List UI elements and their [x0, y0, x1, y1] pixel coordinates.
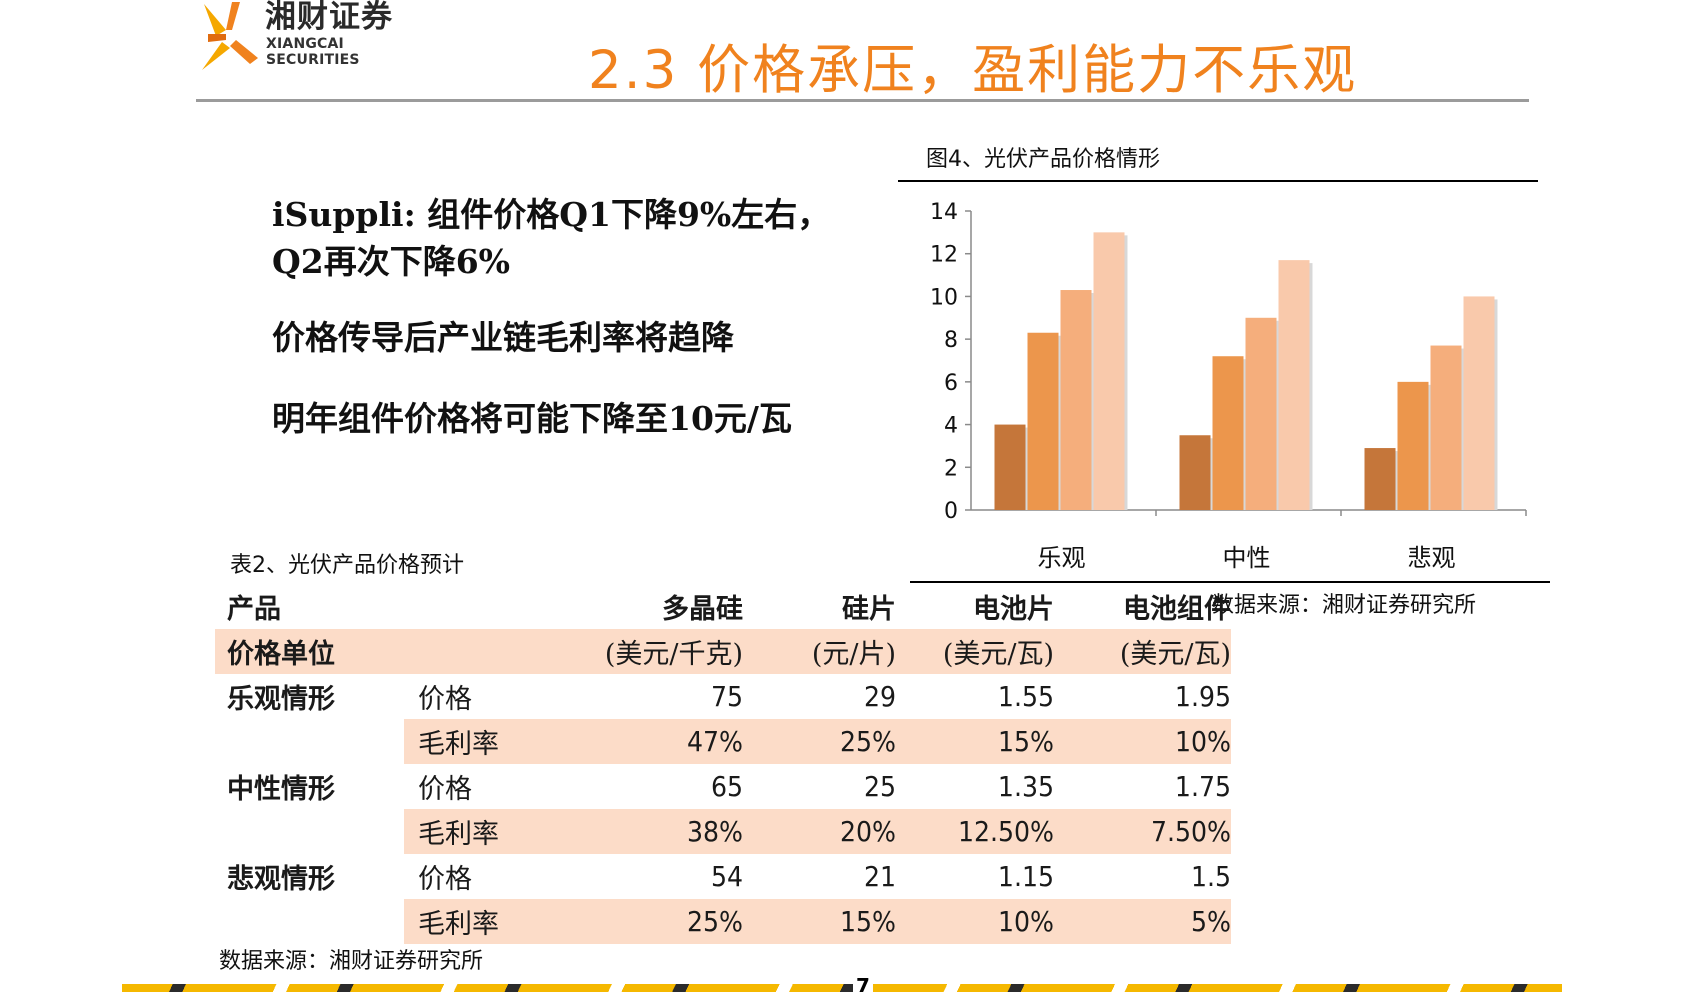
- table-row: 毛利率 38% 20% 12.50% 7.50%: [215, 809, 1231, 854]
- slide-title: 2.3 价格承压，盈利能力不乐观: [588, 40, 1358, 101]
- value-cell: 15%: [755, 899, 900, 944]
- value-cell: 25%: [755, 719, 900, 764]
- value-cell: 1.55: [997, 680, 1054, 713]
- bar: [1278, 260, 1310, 510]
- unit-cell: (元/片): [755, 629, 900, 674]
- price-forecast-table: 产品 多晶硅 硅片 电池片 电池组件 价格单位 (美元/千克) (元/片) (美…: [215, 584, 1231, 944]
- value-cell: 25%: [558, 899, 755, 944]
- y-tick-label: 10: [930, 285, 958, 310]
- scenario-cell: 乐观情形: [227, 684, 335, 715]
- metric-cell: 毛利率: [404, 719, 558, 764]
- value-cell: 7.50%: [1064, 809, 1231, 854]
- header-cell: 多晶硅: [662, 594, 743, 625]
- page-number: 7: [853, 977, 873, 992]
- unit-cell: 价格单位: [215, 629, 404, 674]
- unit-cell: (美元/瓦): [1064, 629, 1231, 674]
- figure-top-rule: [898, 180, 1538, 182]
- value-cell: 1.75: [1174, 770, 1231, 803]
- header-cell: 电池组件: [1123, 594, 1231, 625]
- bar: [1060, 290, 1092, 510]
- value-cell: 1.35: [997, 770, 1054, 803]
- footer-stripe-band: [122, 984, 1562, 992]
- metric-cell: 价格: [418, 684, 472, 715]
- scenario-cell: 悲观情形: [227, 864, 335, 895]
- price-bar-chart: 0 2 4 6 8 10 12 14 乐观 中性 悲观: [930, 200, 1527, 572]
- value-cell: 1.95: [1174, 680, 1231, 713]
- bar: [1093, 232, 1125, 510]
- x-category-label: 乐观: [1038, 544, 1086, 572]
- table-caption: 表2、光伏产品价格预计: [230, 553, 464, 578]
- metric-cell: 价格: [418, 774, 472, 805]
- y-tick-label: 8: [944, 328, 958, 353]
- bar: [1212, 356, 1244, 510]
- value-cell: 1.15: [997, 860, 1054, 893]
- company-logo: 湘财证券 XIANGCAI SECURITIES: [196, 0, 436, 74]
- table-row: 中性情形 价格 65 25 1.35 1.75: [215, 764, 1231, 809]
- bullet-line-2: 价格传导后产业链毛利率将趋降: [272, 318, 734, 357]
- bar: [1430, 345, 1462, 510]
- value-cell: 1.5: [1190, 860, 1231, 893]
- table-units-row: 价格单位 (美元/千克) (元/片) (美元/瓦) (美元/瓦): [215, 629, 1231, 674]
- bar: [1463, 296, 1495, 510]
- bullet-line-1b: Q2再次下降6%: [272, 242, 511, 281]
- value-cell: 12.50%: [900, 809, 1064, 854]
- table-row: 悲观情形 价格 54 21 1.15 1.5: [215, 854, 1231, 899]
- table-row: 乐观情形 价格 75 29 1.55 1.95: [215, 674, 1231, 719]
- value-cell: 20%: [755, 809, 900, 854]
- bar: [1364, 448, 1396, 510]
- unit-cell: (美元/瓦): [900, 629, 1064, 674]
- value-cell: 75: [710, 680, 743, 713]
- value-cell: 10%: [900, 899, 1064, 944]
- bullet-line-1a: iSuppli: 组件价格Q1下降9%左右，: [272, 195, 831, 234]
- value-cell: 5%: [1064, 899, 1231, 944]
- header-cell: 硅片: [842, 594, 896, 625]
- y-tick-label: 0: [944, 499, 958, 524]
- bar: [994, 424, 1026, 510]
- bar: [1245, 317, 1277, 510]
- figure-bottom-rule: [910, 581, 1550, 583]
- y-tick-label: 4: [944, 414, 958, 439]
- header-cell: [404, 584, 558, 629]
- table-header-row: 产品 多晶硅 硅片 电池片 电池组件: [215, 584, 1231, 629]
- bar: [1027, 332, 1059, 510]
- value-cell: 47%: [558, 719, 755, 764]
- header-cell: 电池片: [973, 594, 1054, 625]
- chart-source-note: 数据来源：湘财证券研究所: [1212, 593, 1477, 618]
- header-cell: 产品: [227, 594, 281, 625]
- value-cell: 65: [710, 770, 743, 803]
- metric-cell: 毛利率: [404, 899, 558, 944]
- bar: [1179, 435, 1211, 510]
- logo-english-name: XIANGCAI SECURITIES: [266, 36, 360, 68]
- value-cell: 29: [863, 680, 896, 713]
- x-category-label: 中性: [1223, 544, 1271, 572]
- metric-cell: 毛利率: [404, 809, 558, 854]
- unit-cell: (美元/千克): [558, 629, 755, 674]
- bullet-line-3: 明年组件价格将可能下降至10元/瓦: [272, 399, 792, 438]
- table-row: 毛利率 25% 15% 10% 5%: [215, 899, 1231, 944]
- title-divider: [196, 99, 1529, 102]
- logo-chinese-name: 湘财证券: [265, 0, 393, 35]
- value-cell: 25: [863, 770, 896, 803]
- y-tick-label: 12: [930, 243, 958, 268]
- table-row: 毛利率 47% 25% 15% 10%: [215, 719, 1231, 764]
- logo-mark-icon: [202, 2, 258, 70]
- value-cell: 21: [863, 860, 896, 893]
- scenario-cell: [215, 809, 404, 854]
- y-tick-label: 6: [944, 371, 958, 396]
- unit-cell: [404, 629, 558, 674]
- figure-caption: 图4、光伏产品价格情形: [926, 147, 1160, 172]
- metric-cell: 价格: [418, 864, 472, 895]
- bar: [1397, 381, 1429, 510]
- table-source-note: 数据来源：湘财证券研究所: [219, 949, 484, 974]
- scenario-cell: [215, 719, 404, 764]
- value-cell: 15%: [900, 719, 1064, 764]
- y-tick-label: 14: [930, 200, 958, 225]
- scenario-cell: [215, 899, 404, 944]
- value-cell: 38%: [558, 809, 755, 854]
- x-category-label: 悲观: [1408, 544, 1456, 572]
- y-tick-label: 2: [944, 456, 958, 481]
- value-cell: 10%: [1064, 719, 1231, 764]
- value-cell: 54: [710, 860, 743, 893]
- scenario-cell: 中性情形: [227, 774, 335, 805]
